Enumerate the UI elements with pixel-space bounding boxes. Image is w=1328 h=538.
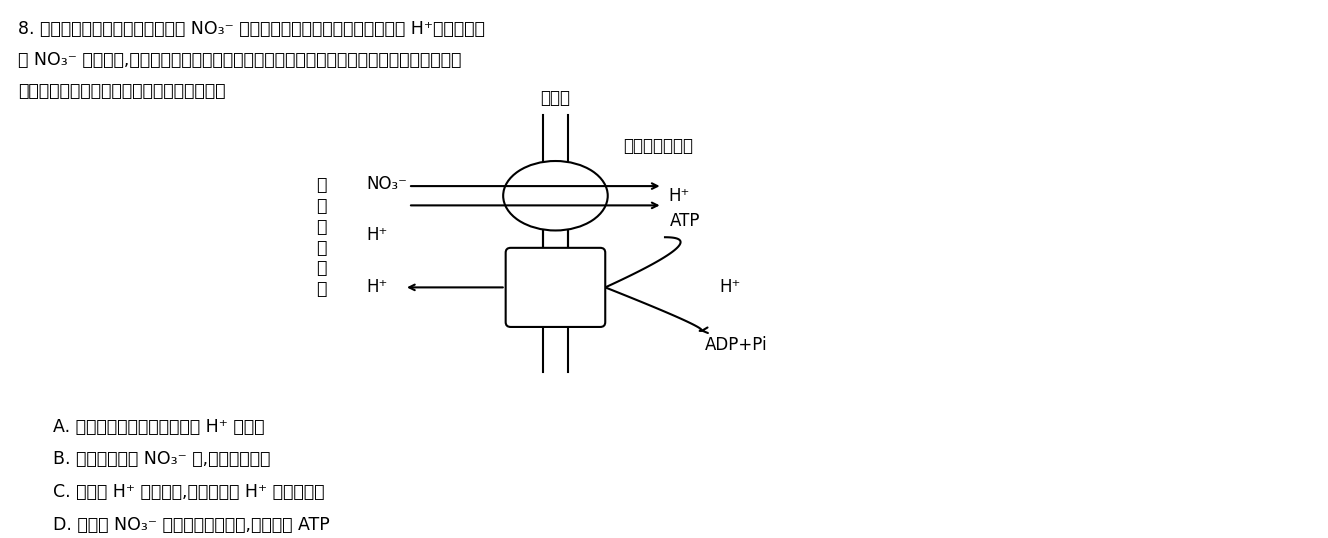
Text: 而 NO₃⁻ 浓度较低,这种浓度的维持依赖于根细胞膜的质子泵和硝酸盐转运蛋白的转运作用，: 而 NO₃⁻ 浓度较低,这种浓度的维持依赖于根细胞膜的质子泵和硝酸盐转运蛋白的转… bbox=[17, 51, 461, 69]
Text: C. 土壤中 H⁺ 浓度越高,根细胞吸收 H⁺ 的速率越大: C. 土壤中 H⁺ 浓度越高,根细胞吸收 H⁺ 的速率越大 bbox=[53, 483, 324, 501]
Text: D. 根吸收 NO₃⁻ 的方式为主动运输,但不消耗 ATP: D. 根吸收 NO₃⁻ 的方式为主动运输,但不消耗 ATP bbox=[53, 516, 329, 534]
Text: H⁺: H⁺ bbox=[720, 278, 741, 296]
Text: H⁺: H⁺ bbox=[668, 187, 689, 205]
Text: ATP: ATP bbox=[669, 211, 700, 230]
Text: 细胞膜: 细胞膜 bbox=[540, 89, 571, 107]
FancyBboxPatch shape bbox=[506, 248, 606, 327]
Text: 8. 农作物生长所需的氮元素主要以 NO₃⁻ 的形式被根系吸收。外界土壤溶液的 H⁺浓度较高，: 8. 农作物生长所需的氮元素主要以 NO₃⁻ 的形式被根系吸收。外界土壤溶液的 … bbox=[17, 20, 485, 38]
Text: B. 转运蛋白转运 NO₃⁻ 时,其构象会改变: B. 转运蛋白转运 NO₃⁻ 时,其构象会改变 bbox=[53, 450, 270, 469]
Text: 外
界
土
壤
溶
液: 外 界 土 壤 溶 液 bbox=[316, 176, 327, 298]
Text: A. 氧气浓度会影响质子泵转运 H⁺ 的过程: A. 氧气浓度会影响质子泵转运 H⁺ 的过程 bbox=[53, 417, 264, 436]
Text: H⁺: H⁺ bbox=[367, 278, 388, 296]
Text: 质子泵: 质子泵 bbox=[540, 278, 571, 296]
Text: H⁺: H⁺ bbox=[367, 226, 388, 244]
Text: NO₃⁻: NO₃⁻ bbox=[367, 175, 408, 193]
Text: ADP+Pi: ADP+Pi bbox=[705, 336, 768, 353]
Text: 硝酸盐转运蛋白: 硝酸盐转运蛋白 bbox=[623, 137, 693, 155]
Ellipse shape bbox=[503, 161, 608, 230]
Text: 其转运机制如图所示。下列有关叙述错误的是: 其转运机制如图所示。下列有关叙述错误的是 bbox=[17, 82, 226, 100]
